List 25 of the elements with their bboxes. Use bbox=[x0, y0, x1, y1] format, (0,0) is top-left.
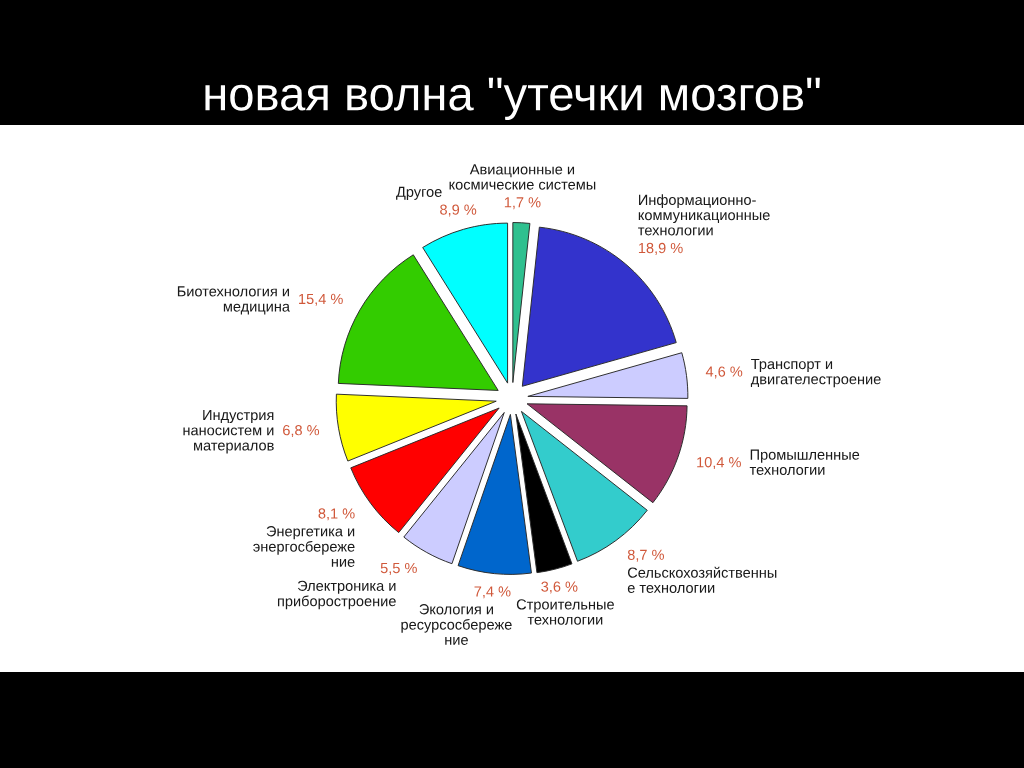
data-label: 8,9 % bbox=[440, 204, 477, 217]
data-label: 6,8 % bbox=[283, 425, 320, 438]
data-label: 8,1 % bbox=[318, 508, 355, 521]
slice-label: Электроника и приборостроение bbox=[277, 580, 396, 610]
data-label: 15,4 % bbox=[299, 293, 343, 306]
data-label: 8,7 % bbox=[627, 549, 664, 562]
chart-title: новая волна "утечки мозгов" bbox=[205, 77, 820, 121]
data-label: 3,6 % bbox=[541, 581, 578, 594]
data-label: 10,4 % bbox=[697, 457, 741, 470]
slice-label: Экология и ресурсосбереже ние bbox=[401, 604, 512, 645]
slice-label: Авиационные и космические системы bbox=[449, 164, 596, 190]
slice-label: Энергетика и энергосбереже ние bbox=[253, 526, 355, 567]
slice-label: Индустрия наносистем и материалов bbox=[183, 410, 274, 454]
data-label: 4,6 % bbox=[705, 366, 743, 379]
slice-label: Строительные технологии bbox=[516, 599, 614, 625]
slice-label: Транспорт и двигателестроение bbox=[750, 358, 881, 388]
slice-label: Другое bbox=[396, 186, 442, 200]
slice-label: Промышленные технологии bbox=[749, 449, 860, 475]
slice-label: Сельскохозяйственны е технологии bbox=[627, 566, 777, 593]
data-label: 18,9 % bbox=[638, 242, 683, 255]
data-label: 1,7 % bbox=[504, 197, 541, 210]
data-label: 5,5 % bbox=[380, 562, 417, 575]
data-label: 7,4 % bbox=[474, 586, 511, 599]
slice-label: Биотехнология и медицина bbox=[177, 286, 290, 315]
slice-label: Информационно- коммуникационные технологии bbox=[638, 194, 770, 236]
